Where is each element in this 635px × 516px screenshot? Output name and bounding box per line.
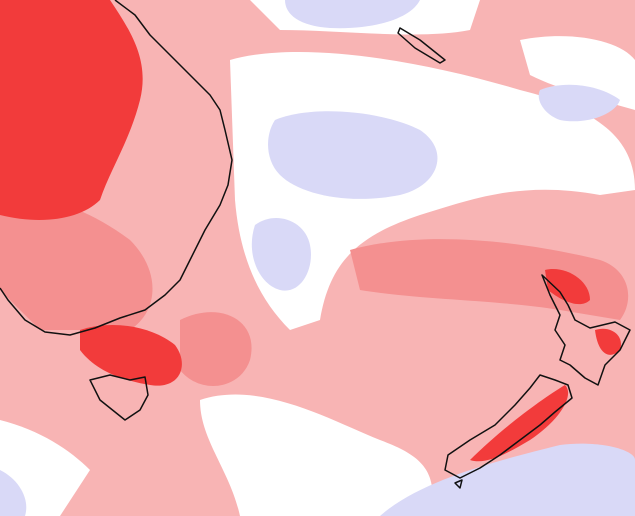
blue-zone <box>268 111 438 199</box>
pink-zones <box>0 197 629 387</box>
pink-zone <box>180 312 252 387</box>
island-coast <box>454 479 463 489</box>
red-zone <box>80 325 182 386</box>
pink-zone <box>350 239 629 320</box>
red-zone <box>0 0 143 220</box>
red-zone <box>545 269 590 305</box>
north-island-coast <box>541 274 631 386</box>
blue-zone <box>0 470 27 516</box>
white-zone <box>200 394 433 516</box>
coastlines <box>0 0 631 489</box>
white-zone <box>520 36 635 110</box>
blue-zone <box>285 0 420 29</box>
tasmania-coast <box>89 374 149 421</box>
blue-zone <box>538 84 620 122</box>
red-zones <box>0 0 621 462</box>
island-coast <box>397 27 446 64</box>
red-zone <box>470 385 569 462</box>
red-zone <box>595 328 621 355</box>
blue-zone <box>380 443 635 516</box>
pink-zone <box>0 197 153 330</box>
south-island-coast <box>444 374 573 479</box>
australia-coast <box>0 0 233 336</box>
blue-zone <box>251 217 311 291</box>
